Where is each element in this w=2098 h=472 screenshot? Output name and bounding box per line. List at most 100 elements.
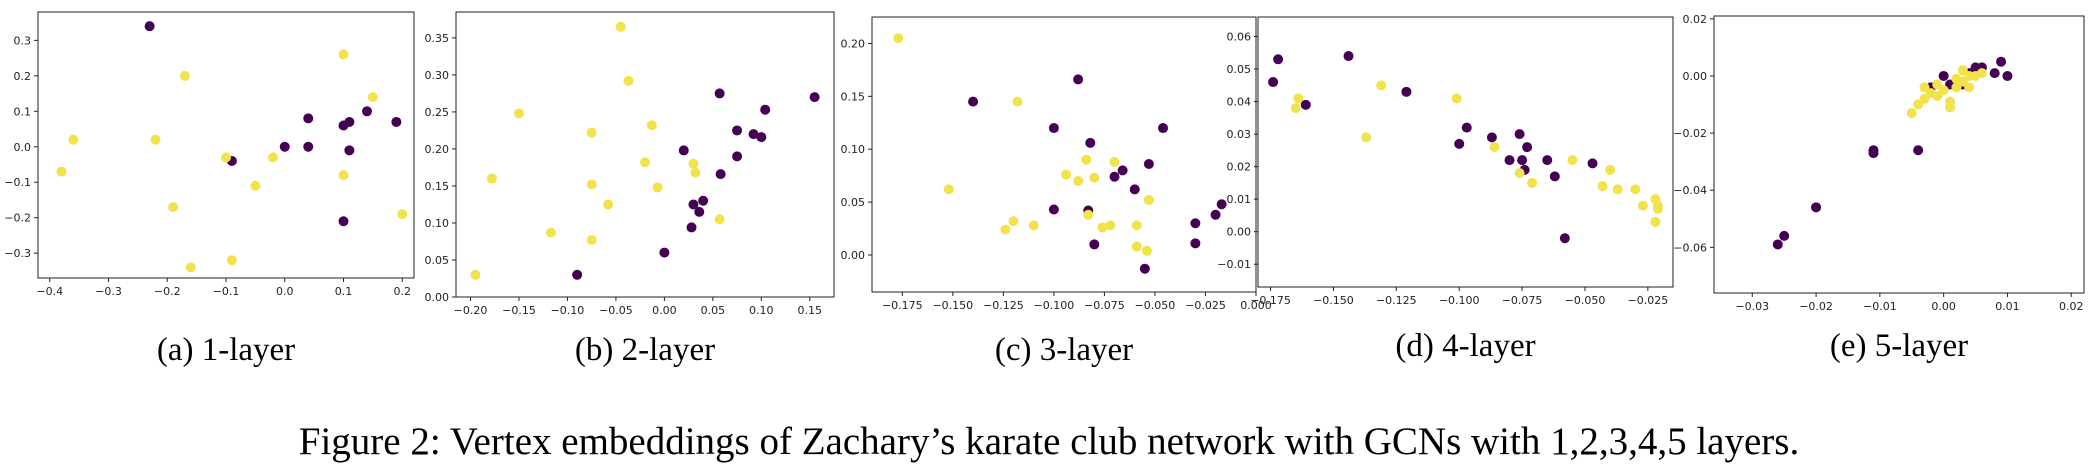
data-point [1957, 65, 1968, 76]
data-point [279, 141, 290, 152]
y-tick-label: 0.05 [841, 196, 866, 209]
x-tick-label: −0.075 [1502, 294, 1543, 307]
data-point [1919, 82, 1930, 93]
data-point [362, 106, 372, 117]
data-point [1012, 96, 1023, 107]
data-point [1559, 233, 1570, 244]
data-point [1073, 175, 1084, 186]
data-point [1158, 123, 1169, 134]
x-tick-label: −0.175 [882, 299, 923, 312]
data-point [1028, 220, 1039, 231]
y-tick-label: 0.05 [425, 254, 450, 267]
x-tick-label: −0.125 [983, 299, 1024, 312]
data-point [1089, 239, 1100, 250]
subplot-caption: (b) 2-layer [575, 332, 715, 368]
data-point [2002, 70, 2013, 81]
y-tick-label: 0.00 [425, 291, 450, 304]
y-tick-label: 0.20 [841, 37, 866, 50]
data-point [1637, 200, 1648, 211]
data-point [268, 152, 278, 163]
y-tick-label: 0.02 [1227, 161, 1252, 174]
y-tick-label: 0.2 [14, 70, 32, 83]
data-point [338, 49, 349, 60]
x-tick-label: 0.0 [276, 285, 294, 298]
y-tick-label: −0.02 [1673, 127, 1707, 140]
data-point [1989, 68, 2000, 79]
y-tick-label: −0.2 [4, 212, 31, 225]
data-point [732, 151, 743, 162]
y-tick-label: 0.10 [841, 143, 866, 156]
data-point [1514, 168, 1525, 179]
y-tick-label: 0.3 [14, 34, 32, 47]
data-point [732, 125, 743, 136]
data-point [1083, 209, 1094, 220]
data-point [1612, 184, 1623, 195]
y-tick-label: −0.01 [1217, 258, 1251, 271]
data-point [344, 116, 355, 127]
data-point [1210, 209, 1221, 220]
y-tick-label: 0.00 [1227, 226, 1252, 239]
data-point [545, 227, 556, 238]
series-1 [968, 74, 1227, 274]
data-point [1061, 169, 1072, 180]
data-point [1268, 77, 1279, 88]
y-tick-label: 0.06 [1227, 31, 1252, 44]
series-2 [1290, 80, 1663, 227]
data-point [572, 269, 583, 280]
data-point [1131, 241, 1142, 252]
data-point [1139, 263, 1150, 274]
data-point [1779, 230, 1790, 241]
x-tick-label: 0.000 [1240, 299, 1272, 312]
data-point [1504, 155, 1515, 166]
data-point [1587, 158, 1598, 169]
x-tick-label: −0.05 [599, 304, 633, 317]
y-tick-label: 0.15 [841, 90, 866, 103]
y-tick-label: 0.20 [425, 143, 450, 156]
data-point [943, 184, 954, 195]
subplot-4: −0.175 −0.150 −0.125 −0.100 −0.075 −0.050 −0.0… [1217, 16, 1674, 364]
x-tick-label: −0.15 [502, 304, 536, 317]
data-point [1517, 155, 1528, 166]
data-point [1073, 74, 1084, 85]
data-point [367, 92, 378, 103]
data-point [1549, 171, 1560, 182]
data-point [646, 120, 657, 131]
data-point [1129, 184, 1140, 195]
subplot-1: −0.4 −0.3 −0.2 −0.1 0.0 0.1 0.2 −0.3 −0.2 −0.1 0.0… [4, 11, 415, 368]
y-tick-label: 0.35 [425, 32, 450, 45]
data-point [1109, 156, 1120, 167]
data-point [1000, 224, 1011, 235]
data-point [1542, 155, 1553, 166]
data-point [640, 157, 650, 168]
data-point [1008, 216, 1019, 227]
x-tick-label: −0.150 [1313, 294, 1354, 307]
data-point [586, 235, 597, 245]
subplot-5: −0.03 −0.02 −0.01 0.00 0.01 0.02 −0.06 −0.04 −0.… [1673, 13, 2085, 364]
data-point [1141, 245, 1152, 256]
data-point [756, 132, 767, 143]
data-point [1117, 165, 1128, 176]
data-point [1811, 202, 1822, 213]
x-tick-label: 0.15 [798, 304, 823, 317]
y-tick-label: 0.01 [1227, 193, 1252, 206]
y-tick-label: 0.0 [14, 141, 32, 154]
data-point [1932, 79, 1943, 90]
data-point [1454, 138, 1465, 149]
x-tick-label: −0.02 [1799, 300, 1833, 313]
x-tick-label: 0.05 [701, 304, 726, 317]
y-tick-label: −0.06 [1673, 241, 1707, 254]
data-point [690, 167, 701, 178]
data-point [344, 145, 355, 156]
data-point [1097, 222, 1108, 233]
data-point [1605, 164, 1616, 175]
x-tick-label: −0.075 [1084, 299, 1125, 312]
data-point [1868, 148, 1879, 159]
data-point [1514, 129, 1525, 140]
data-point [1597, 181, 1608, 192]
series-1 [144, 21, 402, 227]
x-tick-label: −0.175 [1250, 294, 1291, 307]
data-point [1461, 122, 1472, 133]
data-point [1489, 142, 1500, 153]
data-point [714, 214, 725, 225]
